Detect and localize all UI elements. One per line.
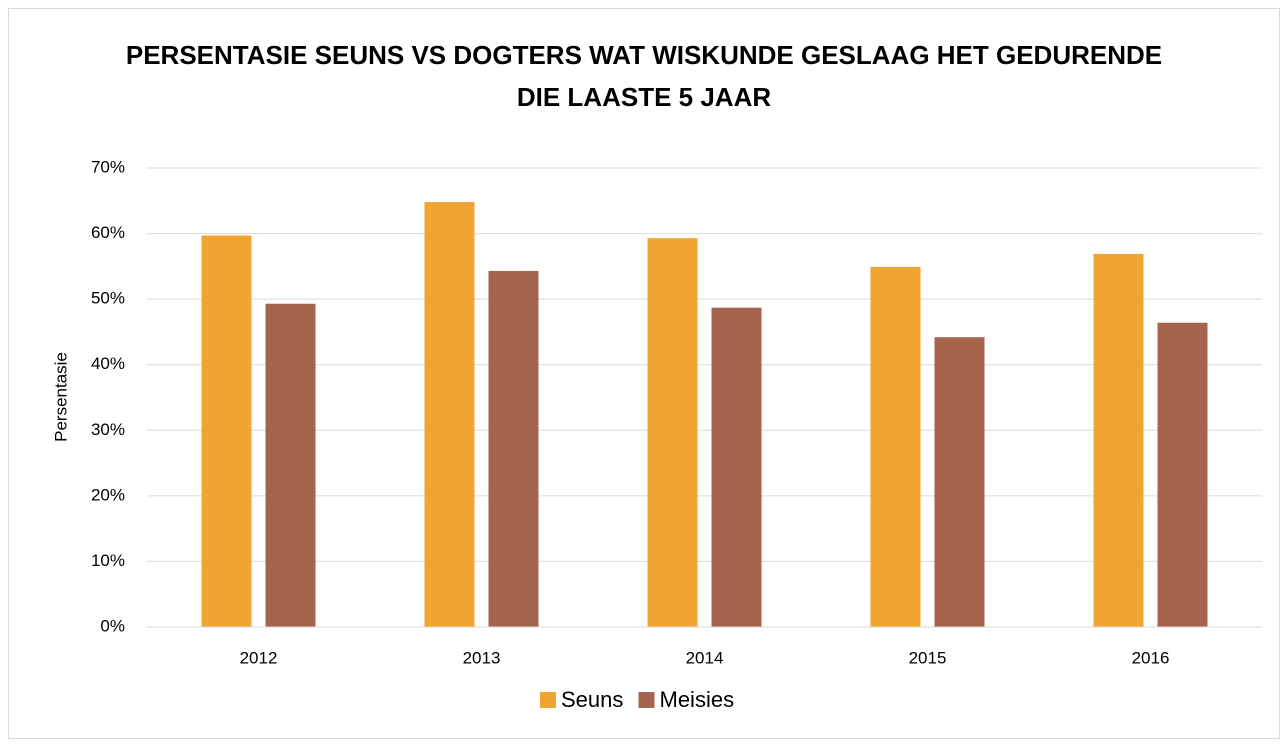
bar <box>870 267 921 627</box>
bar <box>424 202 475 627</box>
bar <box>488 270 539 627</box>
y-axis-label: Persentasie <box>51 352 70 442</box>
bar <box>711 307 762 627</box>
bar <box>1157 322 1208 627</box>
bar <box>265 303 316 627</box>
legend-label: Meisies <box>660 687 735 712</box>
x-tick-label: 2015 <box>909 648 947 667</box>
bar <box>201 235 252 627</box>
y-tick-label: 0% <box>100 616 125 635</box>
bar <box>647 238 698 627</box>
y-tick-label: 70% <box>91 157 125 176</box>
y-tick-label: 20% <box>91 485 125 504</box>
legend-label: Seuns <box>561 687 623 712</box>
y-tick-label: 10% <box>91 551 125 570</box>
bar <box>1093 253 1144 628</box>
x-tick-label: 2012 <box>240 648 278 667</box>
y-tick-label: 60% <box>91 223 125 242</box>
legend-swatch <box>638 692 655 708</box>
chart-frame <box>8 8 1280 739</box>
x-tick-label: 2013 <box>463 648 501 667</box>
legend-swatch <box>540 692 556 708</box>
chart-title: PERSENTASIE SEUNS VS DOGTERS WAT WISKUND… <box>125 40 1163 112</box>
y-tick-label: 30% <box>91 420 125 439</box>
y-tick-label: 40% <box>91 354 125 373</box>
x-tick-label: 2014 <box>686 648 724 667</box>
x-tick-label: 2016 <box>1132 648 1170 667</box>
y-tick-label: 50% <box>91 289 125 308</box>
bar <box>934 337 985 627</box>
